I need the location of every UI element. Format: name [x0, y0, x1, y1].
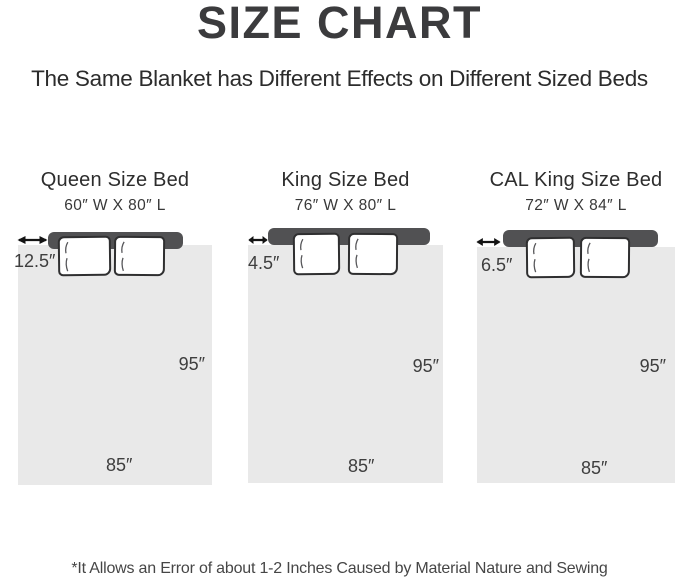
pillow-crease-icon [300, 238, 304, 269]
blanket-width-label: 85″ [348, 456, 375, 476]
footnote: *It Allows an Error of about 1-2 Inches … [71, 560, 608, 577]
blanket-width-label: 85″ [581, 458, 608, 478]
pillow-crease-icon [355, 238, 359, 269]
overhang-arrow-icon [248, 236, 268, 244]
overhang-label: 4.5″ [248, 253, 280, 273]
blanket-length-label: 95″ [639, 356, 666, 376]
bed-diagram-king: King Size Bed 76″ W X 80″ L 4.5″ 95″ 85″ [248, 165, 443, 520]
pillow-crease-icon [533, 242, 537, 273]
pillow-left [57, 235, 112, 277]
blanket-area [18, 245, 212, 485]
pillow-left [292, 232, 341, 276]
blanket-length-label: 95″ [178, 354, 205, 374]
pillow-crease-icon [121, 241, 125, 272]
bed-dimensions: 72″ W X 84″ L [525, 197, 627, 214]
blanket-area [477, 247, 675, 483]
bed-name: Queen Size Bed [40, 169, 190, 191]
bed-diagram-cal-king: CAL King Size Bed 72″ W X 84″ L 6.5″ 95″… [476, 165, 675, 520]
overhang-label: 12.5″ [14, 251, 56, 271]
pillow-left [525, 236, 576, 279]
blanket-width-label: 85″ [106, 455, 133, 475]
overhang-arrow-icon [476, 238, 501, 246]
overhang-arrow-icon [17, 236, 48, 244]
pillow-crease-icon [65, 241, 69, 272]
bed-dimensions: 60″ W X 80″ L [64, 197, 166, 214]
pillow-right [347, 232, 399, 276]
pillow-crease-icon [587, 242, 591, 273]
pillow-right [113, 235, 166, 277]
subtitle: The Same Blanket has Different Effects o… [31, 66, 648, 91]
pillow-right [579, 236, 631, 279]
bed-dimensions: 76″ W X 80″ L [294, 197, 397, 214]
bed-name: CAL King Size Bed [489, 169, 663, 191]
page-title: SIZE CHART [197, 0, 482, 48]
overhang-label: 6.5″ [481, 255, 513, 275]
bed-name: King Size Bed [281, 169, 410, 191]
bed-diagram-queen: Queen Size Bed 60″ W X 80″ L 12.5″ 95″ 8… [14, 165, 212, 520]
blanket-area [248, 245, 443, 483]
blanket-length-label: 95″ [412, 356, 439, 376]
